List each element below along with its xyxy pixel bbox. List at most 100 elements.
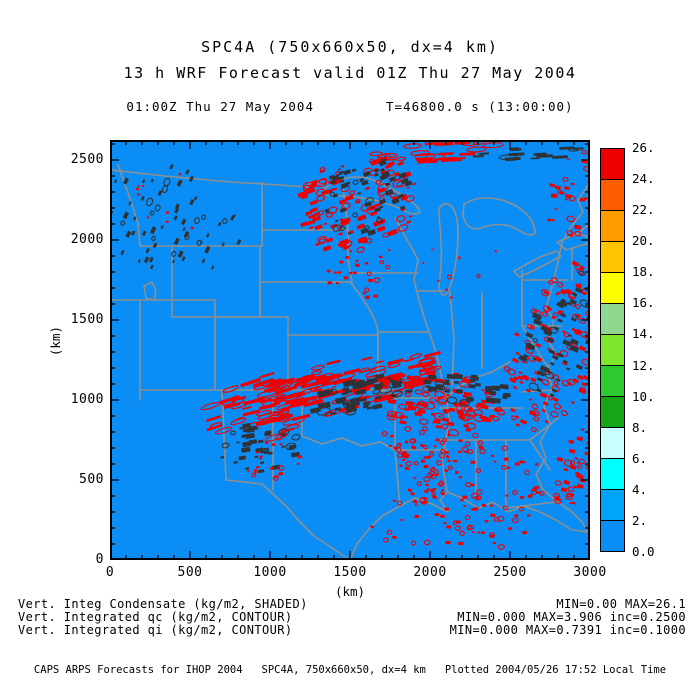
storm-cell xyxy=(172,259,175,264)
storm-cell xyxy=(242,409,261,417)
storm-cell xyxy=(327,281,333,285)
storm-cell xyxy=(467,407,472,410)
contour-ring xyxy=(574,264,583,271)
contour-ring xyxy=(563,332,570,338)
storm-cell xyxy=(531,312,543,321)
storm-cell xyxy=(544,310,549,314)
storm-cell xyxy=(424,501,428,504)
storm-cell xyxy=(300,380,321,389)
texas-east-border xyxy=(394,449,401,507)
storm-cell xyxy=(580,428,585,432)
contour-ring xyxy=(551,374,560,381)
storm-cell xyxy=(552,397,559,403)
new-mexico-south-border xyxy=(225,479,263,485)
contour-ring xyxy=(501,464,507,470)
storm-cell xyxy=(353,401,361,406)
storm-cell xyxy=(259,373,269,378)
storm-cell xyxy=(429,488,435,493)
storm-cell xyxy=(257,439,264,444)
storm-cell xyxy=(429,468,433,471)
contour-ring xyxy=(493,517,500,523)
storm-cell xyxy=(432,421,436,424)
contour-ring xyxy=(382,537,389,543)
illinois-indiana-border xyxy=(449,291,455,386)
storm-cell xyxy=(491,385,501,391)
storm-cell xyxy=(570,400,575,405)
storm-cell xyxy=(373,294,378,298)
contour-ring xyxy=(272,475,279,481)
contour-ring xyxy=(355,199,361,204)
valid-time-label: 01:00Z Thu 27 May 2004 xyxy=(126,99,314,114)
storm-cell xyxy=(503,386,509,390)
storm-cell xyxy=(557,318,563,323)
contour-ring xyxy=(120,220,126,226)
contour-ring xyxy=(425,153,446,160)
lake-michigan xyxy=(437,203,459,296)
x-tick-label: 2000 xyxy=(413,565,447,580)
storm-cell xyxy=(265,430,272,435)
storm-cell xyxy=(481,404,489,410)
storm-cell xyxy=(337,168,341,171)
storm-cell xyxy=(579,197,586,202)
storm-cell xyxy=(149,226,157,235)
colorbar-block xyxy=(601,211,624,242)
contour-ring xyxy=(479,448,486,455)
storm-cell xyxy=(560,312,567,318)
contour-ring xyxy=(375,179,382,185)
contour-ring xyxy=(405,195,415,202)
storm-cell xyxy=(458,450,462,453)
lake-erie xyxy=(513,250,562,278)
colorbar-tick-label: 18. xyxy=(632,264,655,280)
storm-cell xyxy=(519,460,524,464)
storm-cell xyxy=(566,301,572,306)
storm-cell xyxy=(490,504,494,507)
storm-cell xyxy=(536,491,541,494)
storm-cell xyxy=(379,198,387,205)
contour-ring xyxy=(314,383,337,392)
contour-ring xyxy=(397,452,403,458)
contour-ring xyxy=(317,235,328,244)
contour-ring xyxy=(387,362,401,368)
contour-ring xyxy=(578,270,586,277)
x-tick-label: 0 xyxy=(105,565,115,580)
storm-cell xyxy=(515,423,521,427)
storm-cell xyxy=(458,412,464,416)
storm-cell xyxy=(570,317,577,322)
contour-ring xyxy=(427,365,442,372)
storm-cell xyxy=(522,531,527,534)
contour-ring xyxy=(423,401,436,410)
storm-cell xyxy=(367,228,377,237)
storm-cell xyxy=(267,451,273,455)
storm-cell xyxy=(458,476,462,479)
contour-ring xyxy=(409,353,423,359)
colorbar-block xyxy=(601,273,624,304)
contour-ring xyxy=(196,239,202,246)
storm-cell xyxy=(526,343,536,351)
contour-ring xyxy=(251,472,257,478)
storm-cell xyxy=(157,190,163,197)
storm-cell xyxy=(275,394,285,399)
storm-cell xyxy=(506,158,516,162)
storm-cell xyxy=(448,407,456,412)
storm-cell xyxy=(205,245,211,252)
storm-cell xyxy=(379,255,383,258)
storm-cell xyxy=(420,443,425,448)
shaded-condensate-layer xyxy=(111,141,589,550)
contour-ring xyxy=(345,408,357,416)
contour-ring xyxy=(280,432,287,438)
storm-cell xyxy=(174,207,180,214)
storm-cell xyxy=(519,380,524,385)
x-tick-label: 3000 xyxy=(573,565,607,580)
contour-ring xyxy=(445,156,460,162)
storm-cell xyxy=(330,411,337,416)
field-stats-qc: MIN=0.000 MAX=3.906 inc=0.2500 xyxy=(457,610,686,624)
storm-cell xyxy=(246,470,250,473)
storm-cell xyxy=(472,155,484,158)
storm-cell xyxy=(561,298,567,303)
storm-cell xyxy=(527,514,531,517)
storm-cell xyxy=(312,215,322,222)
storm-cell xyxy=(201,258,206,264)
contour-ring xyxy=(386,529,393,535)
colorbar xyxy=(600,148,625,552)
storm-cell xyxy=(242,405,252,410)
